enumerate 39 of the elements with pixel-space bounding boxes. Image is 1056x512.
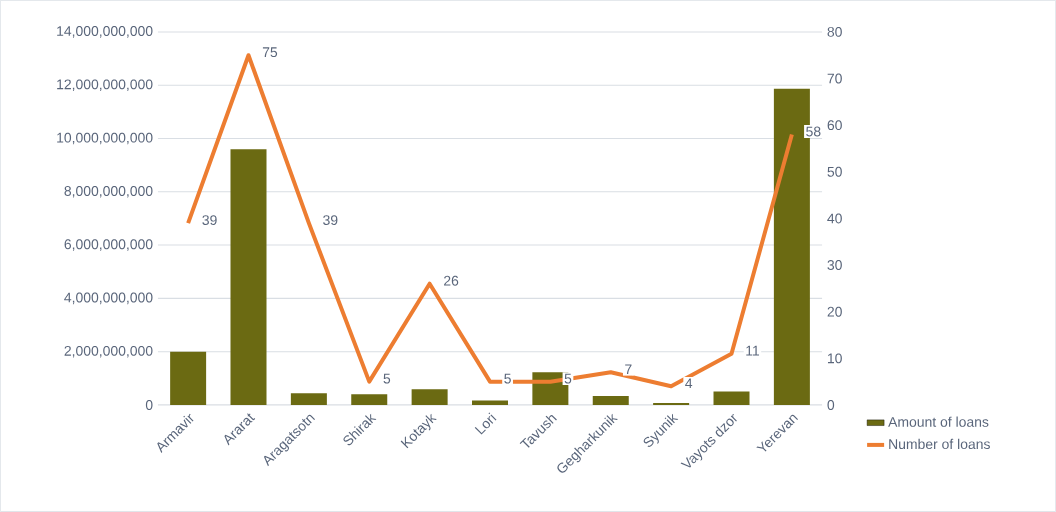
y2-tick-label: 50 bbox=[827, 166, 842, 177]
bar bbox=[411, 389, 448, 406]
y2-tick-label: 20 bbox=[827, 306, 842, 317]
y-tick-label: 8,000,000,000 bbox=[64, 186, 153, 198]
legend-label: Amount of loans bbox=[888, 416, 989, 427]
bar bbox=[713, 391, 750, 406]
data-label: 39 bbox=[202, 215, 217, 226]
data-label: 7 bbox=[625, 364, 632, 375]
data-label: 5 bbox=[504, 373, 511, 384]
y2-tick-label: 70 bbox=[827, 73, 842, 84]
x-tick-label: Lori bbox=[474, 412, 497, 435]
y-tick-label: 10,000,000,000 bbox=[57, 132, 153, 145]
y-tick-label: 0 bbox=[145, 400, 153, 410]
bar bbox=[592, 395, 629, 406]
bar bbox=[290, 393, 327, 406]
legend-label: Number of loans bbox=[889, 438, 990, 450]
data-label: 4 bbox=[685, 378, 693, 389]
data-label: 26 bbox=[444, 275, 459, 286]
y-tick-label: 14,000,000,000 bbox=[57, 26, 153, 38]
data-label: 58 bbox=[806, 126, 821, 137]
y-tick-label: 4,000,000,000 bbox=[64, 292, 153, 305]
bar bbox=[230, 149, 267, 406]
y-tick-label: 2,000,000,000 bbox=[64, 345, 153, 358]
y2-tick-label: 10 bbox=[827, 353, 842, 364]
data-label: 75 bbox=[262, 47, 278, 58]
data-label: 5 bbox=[383, 373, 391, 384]
bar bbox=[351, 394, 388, 406]
y2-tick-label: 80 bbox=[827, 27, 842, 37]
data-label: 39 bbox=[323, 215, 338, 226]
y-tick-label: 12,000,000,000 bbox=[57, 79, 153, 91]
data-label: 11 bbox=[746, 345, 760, 356]
y2-tick-label: 0 bbox=[827, 400, 835, 410]
bar bbox=[472, 400, 509, 406]
y2-tick-label: 60 bbox=[827, 120, 842, 131]
data-label: 5 bbox=[564, 373, 572, 384]
y-tick-label: 6,000,000,000 bbox=[64, 239, 153, 251]
y2-tick-label: 30 bbox=[827, 260, 842, 271]
y2-tick-label: 40 bbox=[827, 213, 842, 224]
bar bbox=[170, 351, 207, 406]
